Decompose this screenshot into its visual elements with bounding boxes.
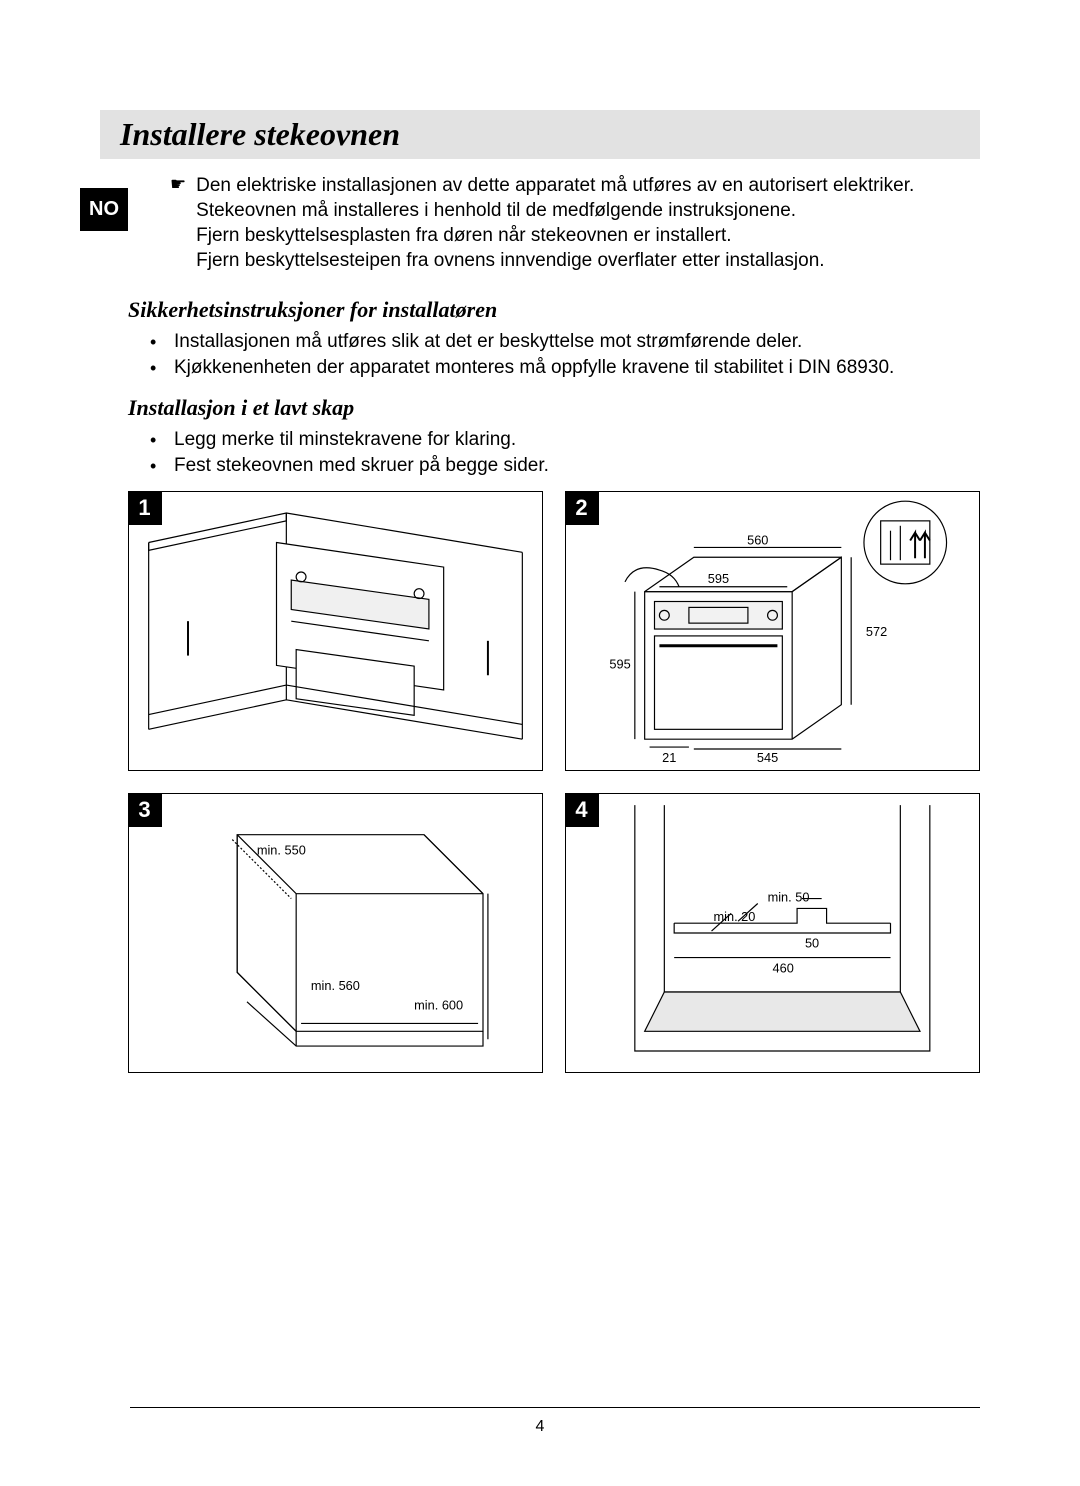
intro-line: Fjern beskyttelsesteipen fra ovnens innv… <box>196 248 914 273</box>
dim-top: 560 <box>747 532 768 547</box>
section1-heading: Sikkerhetsinstruksjoner for installatøre… <box>128 297 980 323</box>
page-number: 4 <box>0 1418 1080 1436</box>
intro-line: Stekeovnen må installeres i henhold til … <box>196 198 914 223</box>
list-item: Legg merke til minstekravene for klaring… <box>150 427 980 453</box>
dim-gap-side: min. 20 <box>714 909 756 924</box>
intro-line: Fjern beskyttelsesplasten fra døren når … <box>196 223 914 248</box>
section2-list: Legg merke til minstekravene for klaring… <box>150 427 980 479</box>
dim-notch: 50 <box>805 936 819 951</box>
dim-inner: 595 <box>708 571 729 586</box>
title-bar: Installere stekeovnen <box>100 110 980 159</box>
dim-bottom: 545 <box>757 750 778 765</box>
list-item: Fest stekeovnen med skruer på begge side… <box>150 453 980 479</box>
diagram-number: 4 <box>565 793 599 827</box>
diagram-1: 1 <box>128 491 543 771</box>
diagram-number: 3 <box>128 793 162 827</box>
dim-depth: min. 550 <box>257 842 306 857</box>
dim-width: 460 <box>773 960 794 975</box>
section2-heading: Installasjon i et lavt skap <box>128 395 980 421</box>
dim-lip: 21 <box>662 750 676 765</box>
intro-line: Den elektriske installasjonen av dette a… <box>196 173 914 198</box>
footer-rule <box>130 1407 980 1408</box>
dim-depth: 572 <box>866 624 887 639</box>
diagram-number: 2 <box>565 491 599 525</box>
diagram-number: 1 <box>128 491 162 525</box>
dim-front: min. 600 <box>414 998 463 1013</box>
diagram-4: 4 min. 50 min. 2 <box>565 793 980 1073</box>
intro-block: ☛ Den elektriske installasjonen av dette… <box>170 173 980 273</box>
section1-list: Installasjonen må utføres slik at det er… <box>150 329 980 381</box>
list-item: Installasjonen må utføres slik at det er… <box>150 329 980 355</box>
list-item: Kjøkkenenheten der apparatet monteres må… <box>150 355 980 381</box>
diagram-2: 2 <box>565 491 980 771</box>
page-title: Installere stekeovnen <box>120 116 960 153</box>
diagram-3: 3 min. 550 min. <box>128 793 543 1073</box>
dim-height: 595 <box>609 656 630 671</box>
language-badge: NO <box>80 188 128 231</box>
dim-width: min. 560 <box>311 978 360 993</box>
diagram-grid: 1 <box>128 491 980 1073</box>
dim-gap-top: min. 50 <box>768 890 810 905</box>
pointer-icon: ☛ <box>170 173 186 195</box>
